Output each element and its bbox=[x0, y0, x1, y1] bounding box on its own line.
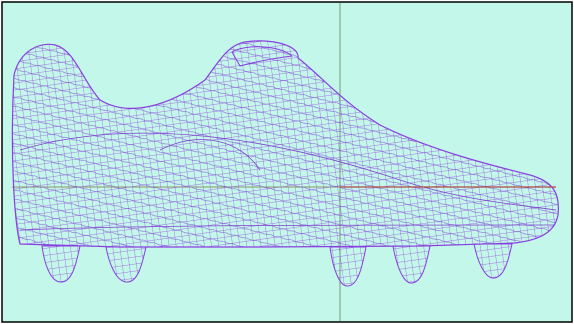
stud bbox=[392, 245, 431, 284]
mesh-contour bbox=[19, 132, 557, 211]
stud bbox=[329, 246, 367, 287]
stud bbox=[473, 243, 513, 279]
studs bbox=[41, 243, 513, 287]
stud bbox=[41, 245, 81, 283]
mesh-contour bbox=[19, 224, 557, 231]
shoe-outline bbox=[11, 40, 559, 248]
mesh-contour bbox=[159, 139, 261, 171]
stud bbox=[105, 246, 147, 283]
collar-loop bbox=[231, 46, 294, 67]
